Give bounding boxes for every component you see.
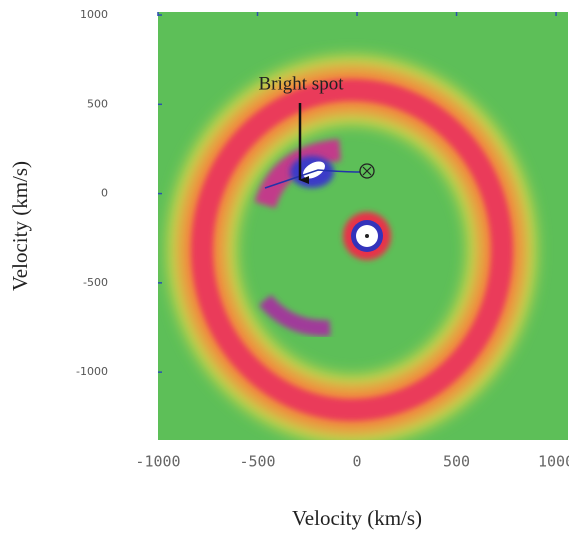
center-dot bbox=[365, 234, 369, 238]
y-tick-label: -1000 bbox=[76, 365, 108, 378]
annotation: Bright spot bbox=[259, 73, 345, 94]
ring-dense bbox=[258, 294, 331, 337]
x-tick-label: 500 bbox=[443, 453, 470, 471]
bright-spot-core bbox=[303, 161, 325, 179]
y-tick-label: -500 bbox=[83, 276, 108, 289]
ring-dense bbox=[254, 139, 342, 209]
ring-core bbox=[191, 79, 513, 421]
x-tick-label: 1000 bbox=[538, 453, 569, 471]
x-tick-label: 0 bbox=[353, 453, 362, 471]
secondary-marker-cross bbox=[362, 166, 372, 176]
stream-trajectory bbox=[264, 169, 361, 189]
y-tick-label: 1000 bbox=[80, 8, 108, 21]
y-axis-label: Velocity (km/s) bbox=[8, 161, 32, 291]
y-tick-label: 0 bbox=[101, 187, 108, 200]
x-tick-label: -500 bbox=[239, 453, 275, 471]
secondary-marker bbox=[359, 163, 375, 179]
y-tick-label: 500 bbox=[87, 97, 108, 110]
x-axis-label: Velocity (km/s) bbox=[292, 506, 422, 530]
x-tick-label: -1000 bbox=[135, 453, 180, 471]
tomogram bbox=[158, 12, 568, 440]
